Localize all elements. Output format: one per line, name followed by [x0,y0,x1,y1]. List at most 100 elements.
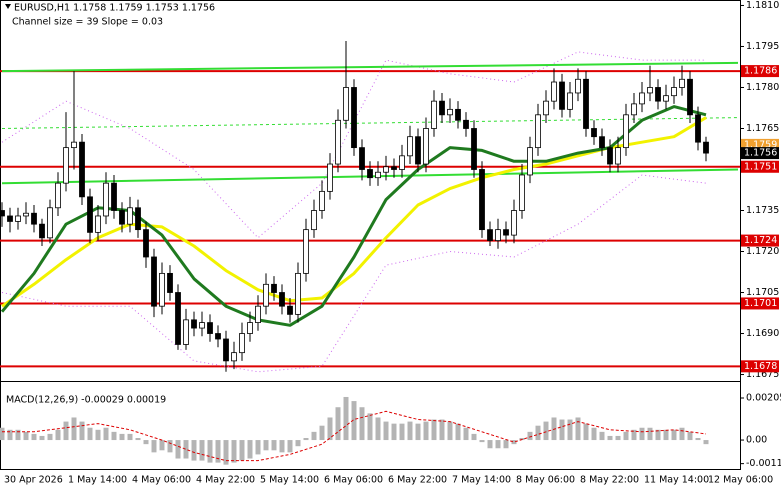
candle-body [487,229,493,241]
candle-body [383,166,389,173]
candle-body [127,207,133,225]
x-tick-label: 5 May 14:00 [260,475,319,486]
candle-body [359,147,365,170]
x-tick-label: 12 May 06:00 [708,475,773,486]
candle-body [503,229,509,236]
x-tick-label: 11 May 14:00 [644,475,709,486]
candle-body [479,169,485,231]
plot-frame [0,0,741,470]
candle-body [279,292,285,307]
candle-body [495,229,501,241]
candle-body [47,207,53,239]
level-label-box [741,160,779,173]
candle-body [0,210,5,217]
macd-bar [431,419,437,441]
macd-bar [7,429,13,441]
level-label: 1.1678 [744,361,777,372]
candle-body [87,196,93,233]
level-label-box [741,234,779,247]
candle-body [607,147,613,165]
y-tick-label: 1.1705 [746,287,779,298]
candle-body [639,92,645,105]
candle-body [79,141,85,198]
macd-bar [543,421,549,441]
level-label-box [741,65,779,78]
macd-bar [303,438,309,441]
candle-body [247,322,253,334]
macd-bar [55,429,61,441]
macd-bar [535,425,541,441]
macd-bar [111,431,117,441]
macd-bar [415,423,421,441]
candle-body [527,147,533,176]
candle-body [135,207,141,231]
macd-y-tick-label: -0.00115 [746,458,781,469]
macd-bar [511,440,517,445]
macd-label: MACD(12,26,9) -0.00029 0.00019 [6,395,166,406]
candle-body [599,136,605,149]
candle-body [167,272,173,293]
candle-body [671,87,677,97]
candle-body [535,114,541,149]
x-tick-label: 6 May 22:00 [388,475,447,486]
candle-body [207,322,213,334]
macd-bar [0,427,5,441]
macd-bar [359,407,365,441]
macd-bar [199,440,205,461]
x-tick-label: 1 May 14:00 [68,475,127,486]
y-tick-label: 1.1720 [746,246,779,257]
candle-body [15,215,21,222]
candle-body [439,100,445,116]
macd-bar [703,440,709,445]
level-label-box [741,360,779,373]
candle-body [119,210,125,225]
macd-signal [2,410,707,462]
macd-bar [351,401,357,441]
macd-bar [327,417,333,441]
candle-body [223,338,229,362]
candle-body [679,78,685,88]
candle-body [543,100,549,116]
candle-body [703,141,709,154]
macd-bar [367,413,373,441]
macd-bar [567,419,573,441]
candle-body [423,128,429,165]
level-label: 1.1786 [744,66,777,77]
candle-body [55,182,61,209]
macd-bar [87,427,93,441]
macd-bar [471,433,477,441]
candle-body [367,169,373,179]
candle-body [295,272,301,315]
macd-bar [311,431,317,441]
macd-bar [679,427,685,441]
candle-body [175,292,181,345]
candle-body [511,210,517,236]
candle-body [519,174,525,211]
candle-body [559,81,565,110]
macd-bar [47,433,53,441]
macd-bar [599,431,605,441]
price-label: 1.1759 [744,139,777,150]
candle-body [159,272,165,307]
macd-bar [79,421,85,441]
macd-bar [687,431,693,441]
macd-bar [615,435,621,441]
macd-bar [23,431,29,441]
macd-bar [215,440,221,463]
x-tick-label: 6 May 06:00 [324,475,383,486]
macd-bar [119,433,125,441]
level-label: 1.1724 [744,235,777,246]
x-tick-label: 8 May 22:00 [580,475,639,486]
macd-bar [63,421,69,441]
candle-body [463,119,469,129]
candle-body [103,182,109,217]
macd-bar [383,421,389,441]
macd-bar [591,427,597,441]
macd-bar [143,440,149,445]
candle-body [151,256,157,307]
macd-bar [655,429,661,441]
candle-body [471,128,477,170]
macd-bar [319,425,325,441]
